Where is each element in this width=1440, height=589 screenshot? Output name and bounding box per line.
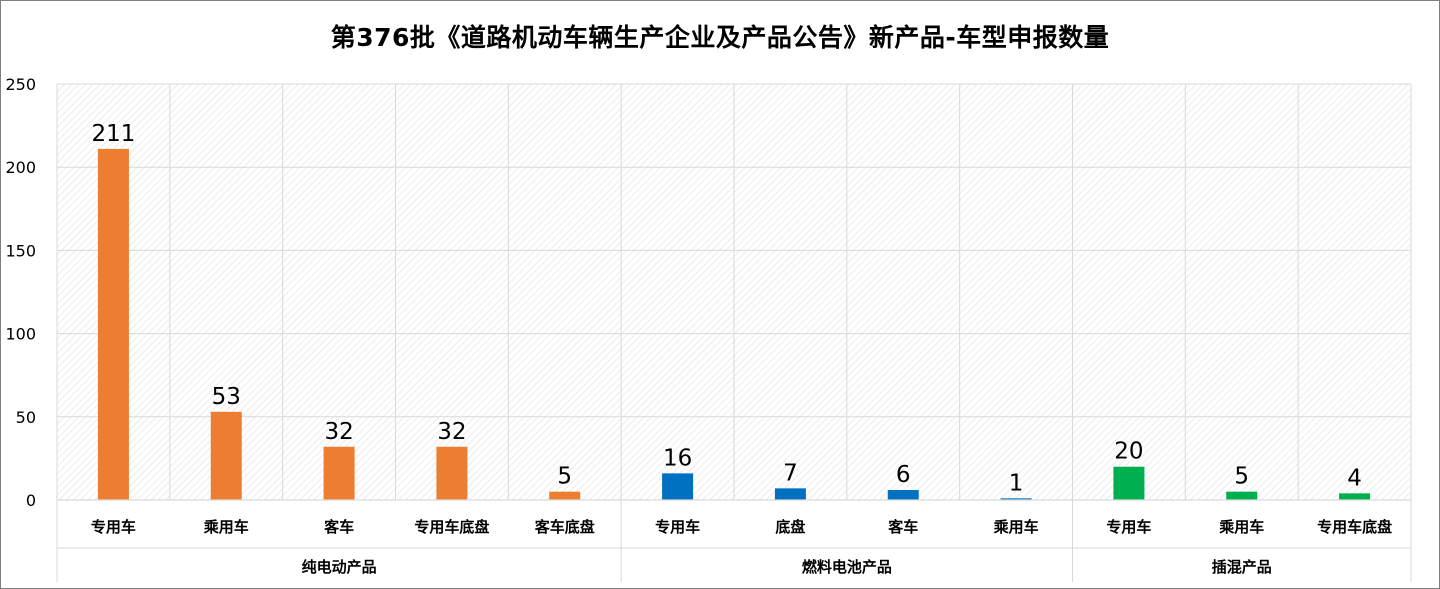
chart-title: 第376批《道路机动车辆生产企业及产品公告》新产品-车型申报数量 [330,23,1110,52]
y-tick-label: 50 [16,408,36,427]
y-tick-label: 250 [5,75,36,94]
x-category-label: 专用车底盘 [1317,518,1392,536]
data-label: 5 [557,464,572,490]
bar [97,148,129,500]
data-label: 32 [437,419,466,445]
bar [436,446,468,500]
x-category-label: 乘用车 [1218,518,1264,536]
data-label: 53 [212,384,241,410]
bar [662,473,694,500]
x-category-label: 乘用车 [993,518,1039,536]
y-tick-label: 100 [5,325,36,344]
bar [323,446,355,500]
x-category-label: 专用车 [91,518,136,536]
x-category-label: 专用车 [1106,518,1151,536]
bar [774,488,806,500]
data-label: 20 [1114,439,1143,465]
x-group-label: 纯电动产品 [302,558,377,576]
data-label: 211 [91,121,135,147]
x-group-label: 燃料电池产品 [802,558,892,576]
data-label: 1 [1009,470,1024,496]
bar [210,411,242,500]
bar [887,490,919,500]
x-category-label: 底盘 [775,518,805,536]
y-tick-label: 0 [26,491,36,510]
data-label: 16 [663,445,692,471]
x-category-label: 客车 [887,518,918,536]
x-category-label: 专用车底盘 [414,518,489,536]
x-category-label: 客车 [323,518,354,536]
x-category-label: 客车底盘 [534,518,595,536]
y-tick-label: 200 [5,158,36,177]
bar [549,491,581,500]
data-label: 7 [783,460,798,486]
x-group-label: 插混产品 [1212,558,1272,576]
bar [1113,466,1145,500]
data-label: 32 [324,419,353,445]
bar [1226,491,1258,500]
data-label: 4 [1347,465,1362,491]
data-label: 5 [1234,464,1249,490]
x-category-label: 专用车 [655,518,700,536]
data-label: 6 [896,462,911,488]
y-tick-label: 150 [5,241,36,260]
bar [1000,498,1032,500]
x-category-label: 乘用车 [203,518,249,536]
bar [1339,493,1371,500]
